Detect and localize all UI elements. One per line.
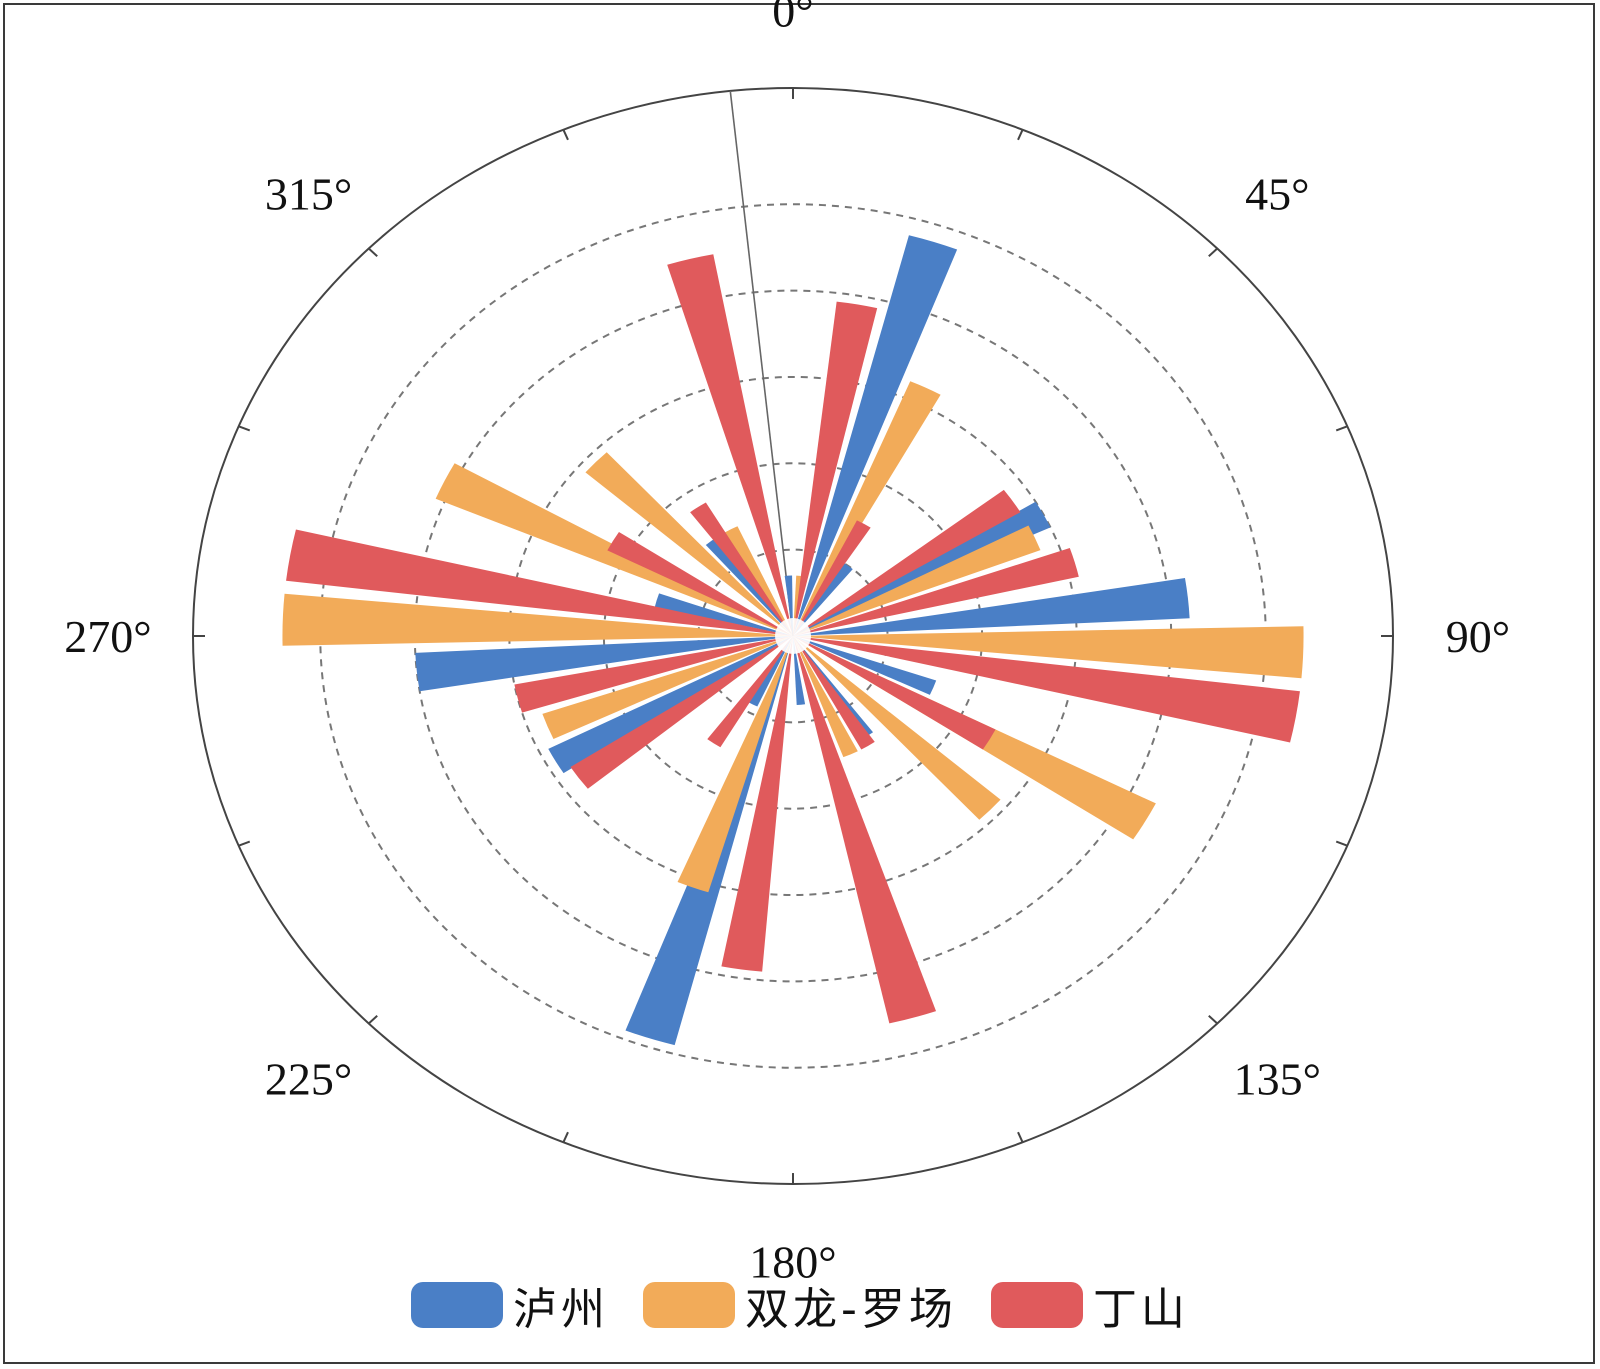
rose-bar <box>793 636 1001 820</box>
theta-tick-label: 180° <box>749 1237 836 1288</box>
legend-swatch <box>643 1282 736 1328</box>
theta-tick <box>1335 425 1348 432</box>
reference-axis-line <box>729 90 794 637</box>
theta-tick <box>1017 129 1024 141</box>
rose-bar <box>793 636 858 758</box>
legend-swatch <box>411 1282 504 1328</box>
rose-bar <box>707 636 793 748</box>
rose-bar <box>667 254 793 637</box>
rose-bar <box>793 547 1079 636</box>
legend-label: 丁山 <box>1092 1284 1189 1335</box>
theta-tick <box>1335 840 1348 847</box>
rose-bar <box>793 520 871 636</box>
rose-bar <box>514 636 793 713</box>
theta-tick <box>368 1015 378 1025</box>
rose-bar <box>570 636 793 789</box>
theta-tick <box>368 247 378 257</box>
theta-tick-label: 45° <box>1245 169 1309 220</box>
rose-bar <box>548 636 793 774</box>
figure-frame <box>3 3 1595 1364</box>
theta-tick-label: 315° <box>265 169 352 220</box>
theta-tick-label: 90° <box>1446 611 1510 662</box>
theta-labels: 0° 45° 90° 135° 180° 225° 270° 315° <box>64 0 1510 1288</box>
rose-bar <box>585 452 793 636</box>
rose-bar <box>793 578 1190 636</box>
rose-bar <box>286 529 793 636</box>
center-point <box>775 618 811 654</box>
legend-label: 泸州 <box>513 1284 610 1335</box>
rose-bar <box>793 636 937 695</box>
rose-chart: 0° 45° 90° 135° 180° 225° 270° 315° <box>64 0 1510 1288</box>
theta-tick-label: 225° <box>265 1053 352 1104</box>
rose-bar <box>724 526 793 636</box>
rose-bar <box>415 636 793 692</box>
rose-bar <box>793 626 1304 679</box>
rose-bar <box>793 563 853 636</box>
rose-bar <box>793 489 1021 636</box>
rose-bar <box>607 531 793 636</box>
theta-tick <box>238 425 251 432</box>
rose-bar <box>793 636 875 750</box>
theta-tick-label: 0° <box>772 0 813 36</box>
legend: 泸州 双龙-罗场 丁山 <box>0 1272 1600 1338</box>
rose-bar <box>748 636 793 707</box>
theta-tick <box>562 129 569 141</box>
rose-bar <box>705 536 793 636</box>
legend-label: 双龙-罗场 <box>745 1284 957 1335</box>
theta-tick <box>238 840 251 847</box>
rose-bar <box>282 593 793 646</box>
legend-item: 丁山 <box>990 1273 1189 1337</box>
theta-tick-label: 270° <box>64 611 151 662</box>
rose-bar <box>690 502 793 636</box>
theta-tick <box>1208 1015 1218 1025</box>
rose-bar <box>721 636 793 972</box>
rose-bar <box>654 593 793 636</box>
rose-bar <box>542 636 793 739</box>
rose-bar <box>793 235 958 636</box>
rose-bar <box>677 636 793 893</box>
rose-bar <box>793 501 1051 636</box>
legend-item: 双龙-罗场 <box>643 1273 957 1337</box>
legend-swatch <box>990 1282 1083 1328</box>
bars-layer <box>282 235 1304 1046</box>
rose-bar <box>793 636 996 750</box>
theta-tick <box>1208 247 1218 257</box>
legend-item: 泸州 <box>411 1273 609 1337</box>
rose-bar <box>793 525 1041 636</box>
rose-bar <box>793 636 1300 743</box>
theta-tick <box>1017 1131 1024 1143</box>
theta-tick-label: 135° <box>1234 1053 1321 1104</box>
theta-tick <box>562 1131 569 1143</box>
rose-bar <box>793 301 878 636</box>
rose-bar <box>793 636 937 1024</box>
